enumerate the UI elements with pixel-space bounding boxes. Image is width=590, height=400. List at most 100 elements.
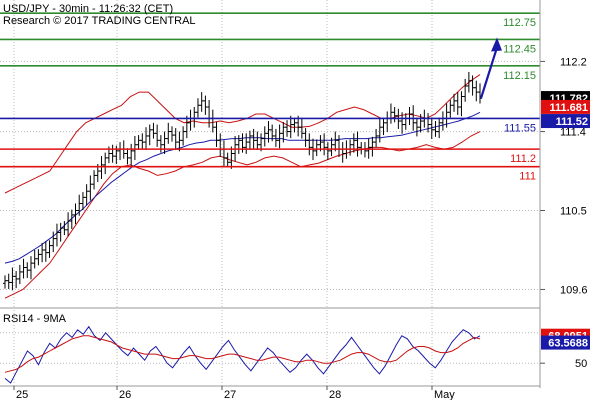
price-bar — [47, 240, 52, 258]
price-bar — [103, 152, 108, 175]
price-bar — [251, 128, 256, 150]
key-levels: 112.75 112.45 112.15 111.55 111.2 111 — [0, 12, 540, 183]
level-label: 112.75 — [503, 17, 536, 29]
price-bar — [322, 133, 327, 156]
price-bar — [62, 221, 67, 236]
price-bar — [270, 124, 275, 142]
price-bar — [314, 139, 319, 157]
price-bar — [40, 242, 45, 263]
price-bar — [36, 249, 41, 266]
price-bar — [32, 249, 37, 269]
price-bar — [169, 126, 174, 142]
price-bar — [355, 131, 360, 157]
forecast-arrow — [479, 37, 502, 99]
price-bar — [437, 117, 442, 139]
price-bar — [129, 143, 134, 166]
price-bar — [110, 144, 115, 163]
price-bar — [140, 133, 145, 149]
price-bar — [262, 126, 267, 147]
price-bar — [25, 262, 30, 279]
rsi-lines — [4, 325, 481, 384]
price-bar — [51, 231, 56, 253]
price-bar — [288, 115, 293, 139]
price-bar — [433, 121, 438, 137]
price-bar — [17, 264, 22, 285]
level-label: 111.55 — [504, 122, 536, 134]
price-bar — [229, 146, 234, 169]
badge-label: 111.681 — [549, 102, 588, 114]
rsi-tick-label: 50 — [575, 358, 587, 370]
price-bar — [173, 128, 178, 150]
price-bar — [184, 115, 189, 139]
level-label: 112.15 — [503, 70, 536, 82]
price-tick-label: 109.6 — [560, 284, 588, 296]
price-bar — [463, 78, 468, 102]
price-bar — [43, 241, 48, 262]
price-bar — [470, 75, 475, 96]
price-bar — [266, 121, 271, 143]
level-label: 111 — [519, 171, 536, 183]
price-bar — [285, 120, 290, 137]
price-bar — [466, 71, 471, 93]
price-bar — [21, 258, 26, 279]
badge-bg — [541, 335, 590, 350]
badge-bg — [541, 99, 590, 114]
price-bar — [370, 136, 375, 157]
rsi-title: RSI14 - 9MA — [3, 313, 67, 325]
price-bar — [418, 114, 423, 133]
price-bar — [125, 148, 130, 165]
price-bar — [273, 128, 278, 147]
price-bar — [244, 133, 249, 154]
price-bar — [377, 118, 382, 143]
price-bar — [14, 271, 19, 289]
main-grid — [0, 0, 540, 307]
arrow-shaft — [479, 47, 499, 99]
price-bar — [147, 124, 152, 146]
date-label: May — [434, 389, 455, 400]
research-credit: Research © 2017 TRADING CENTRAL — [3, 15, 196, 27]
price-bar — [303, 128, 308, 147]
level-label: 111.2 — [510, 153, 536, 165]
price-bar — [299, 118, 304, 139]
price-bar — [325, 142, 330, 161]
rsi-ma-line — [4, 335, 481, 373]
price-bar — [400, 112, 405, 134]
price-bar — [414, 117, 419, 137]
price-bar — [225, 152, 230, 168]
price-bar — [6, 273, 11, 290]
price-bar — [292, 117, 297, 133]
price-bar — [214, 121, 219, 147]
price-bar — [151, 122, 156, 139]
rsi-badges: 68.095163.5688 — [541, 328, 590, 350]
price-bar — [455, 92, 460, 115]
price-axis: 112.2 111.4 110.5 109.6 — [540, 56, 588, 296]
date-label: 25 — [16, 389, 28, 400]
badge-bg — [541, 114, 590, 129]
lower-band-line — [4, 131, 481, 299]
price-bar — [459, 91, 464, 117]
price-bar — [181, 126, 186, 146]
price-bar — [281, 121, 286, 143]
price-tick-label: 110.5 — [560, 206, 587, 218]
rsi-grid — [0, 310, 540, 386]
date-label: 28 — [329, 389, 341, 400]
price-bar — [177, 131, 182, 152]
price-bar — [66, 212, 71, 237]
rsi-axis: 50 — [540, 358, 587, 370]
price-badge: 111.681 — [541, 99, 590, 114]
price-bar — [99, 156, 104, 179]
price-bar — [3, 275, 7, 289]
price-bar — [199, 92, 204, 112]
price-bar — [166, 122, 171, 144]
price-tick-label: 112.2 — [560, 56, 587, 68]
date-label: 26 — [119, 389, 131, 400]
price-bar — [333, 131, 338, 152]
price-bar — [277, 124, 282, 149]
level-label: 112.45 — [503, 43, 536, 55]
price-bar — [69, 209, 74, 229]
price-tick-label: 111.4 — [560, 127, 586, 139]
price-bar — [88, 175, 93, 201]
price-bar — [429, 117, 434, 140]
